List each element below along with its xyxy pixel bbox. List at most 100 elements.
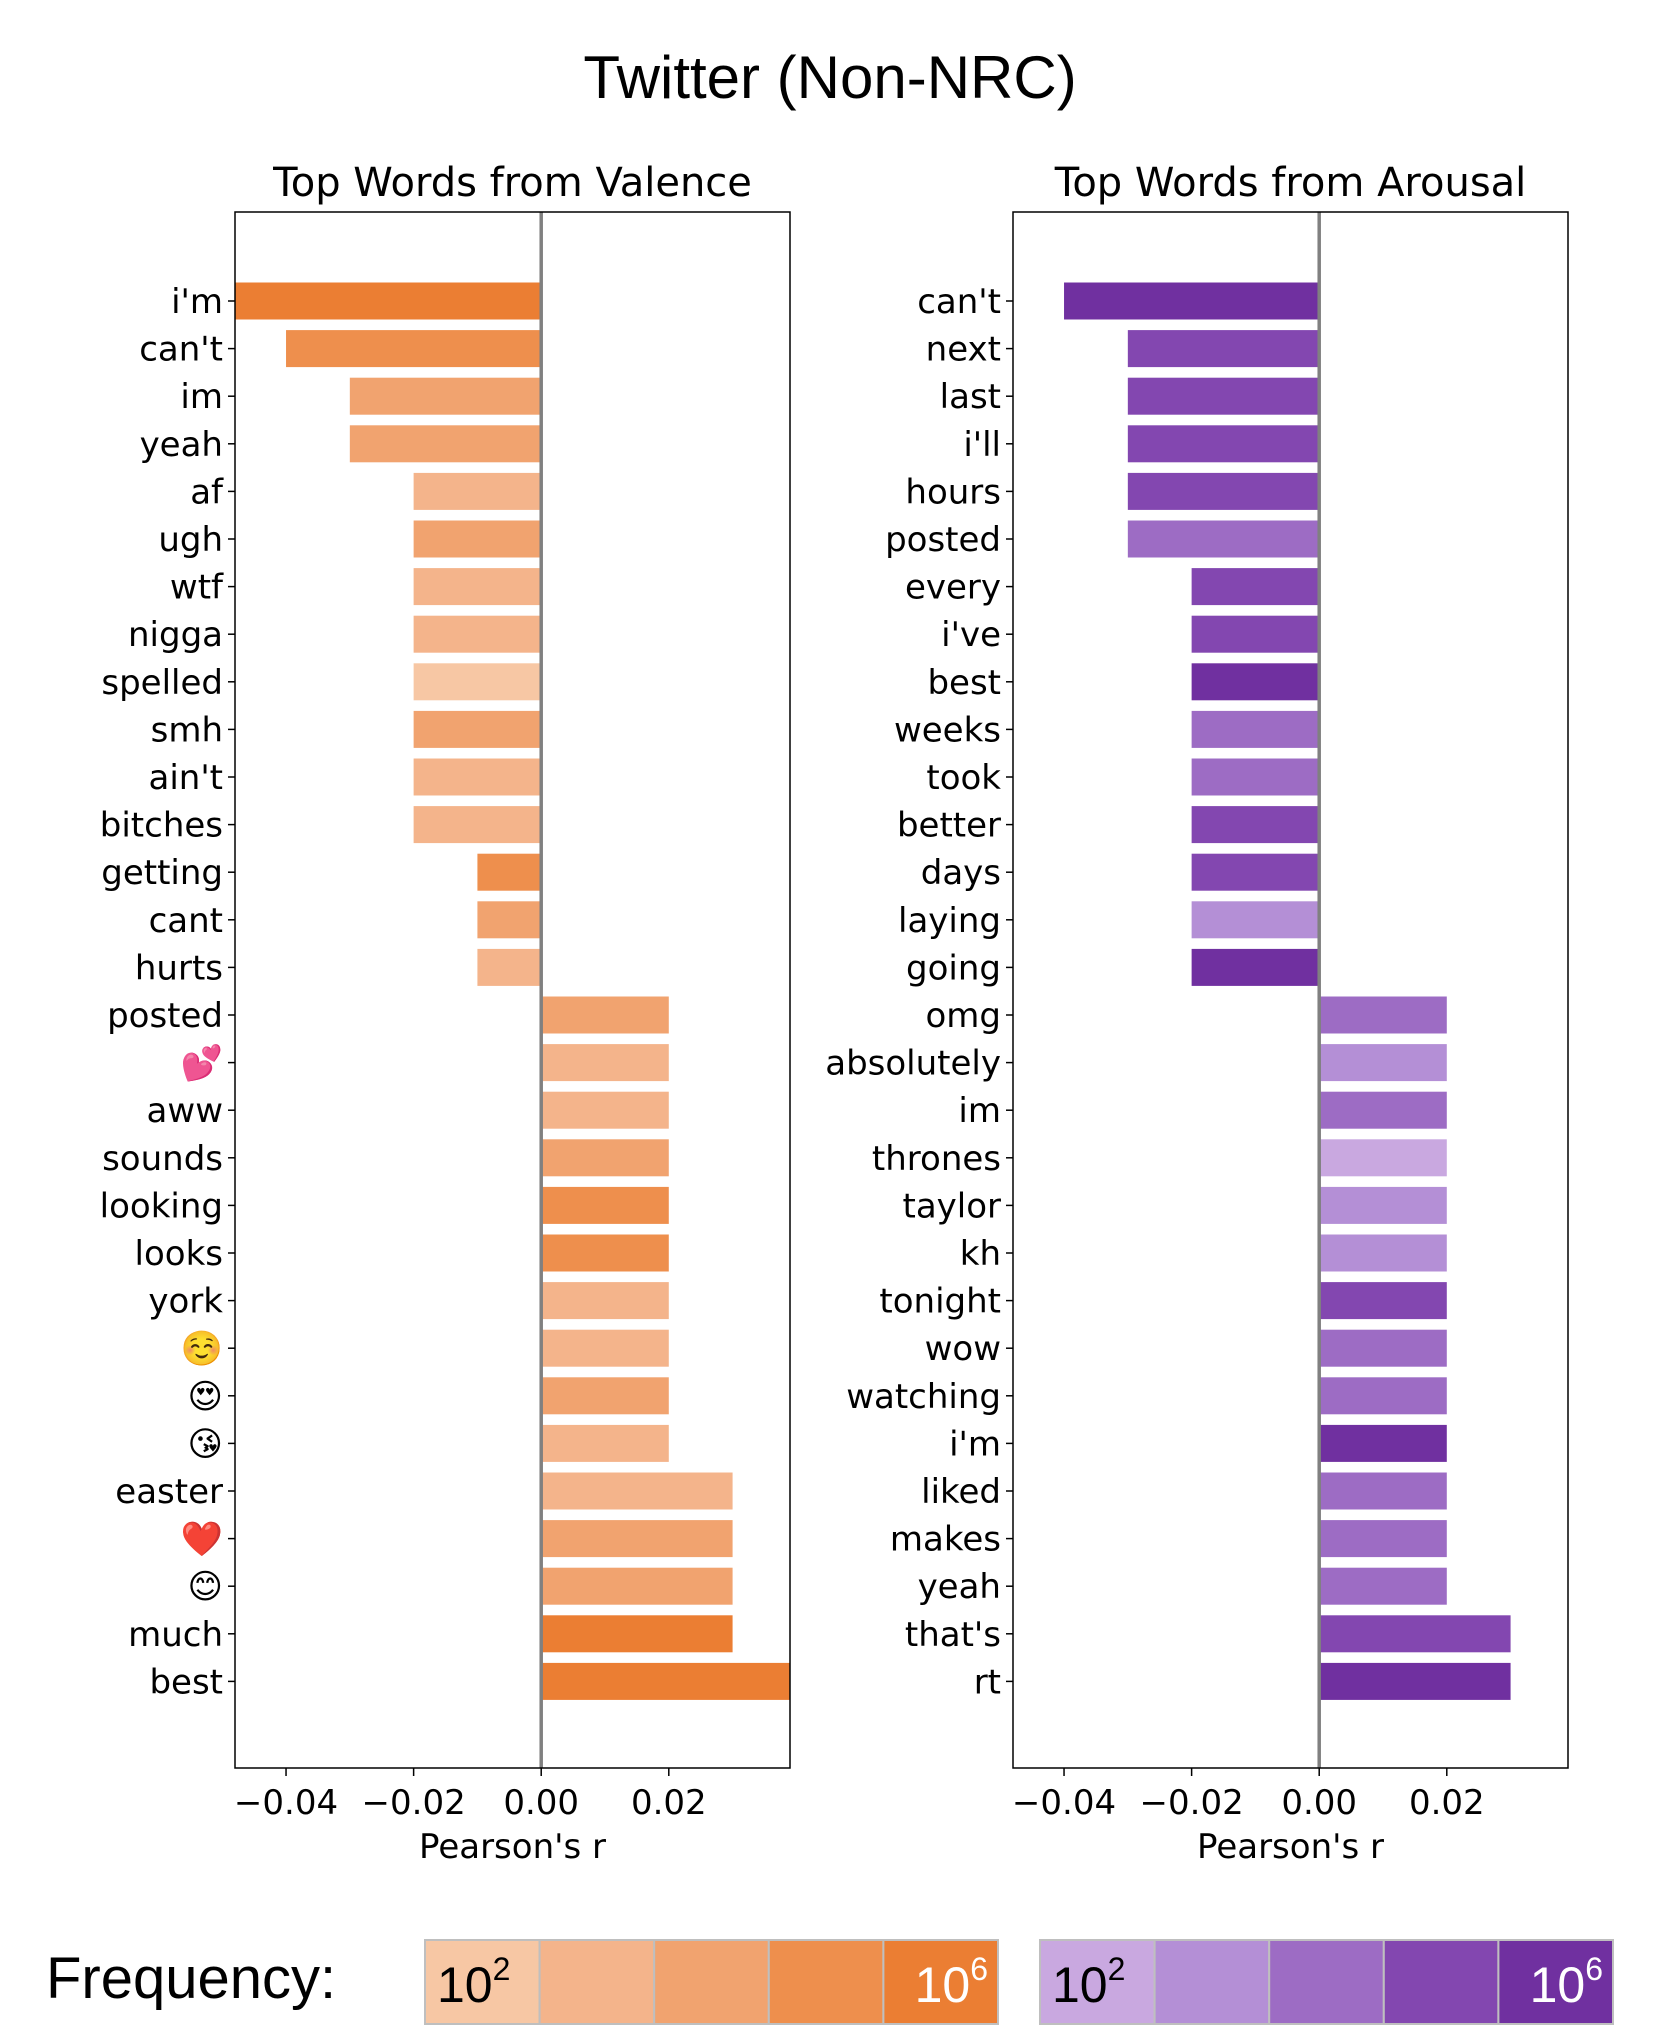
valence-bar: [286, 330, 542, 368]
orange-frequency-legend: 102 106: [424, 1939, 1000, 2025]
valence-category-label: easter: [115, 1472, 223, 1512]
arousal-bar: [1319, 1662, 1511, 1700]
arousal-category-label: hours: [905, 472, 1001, 512]
arousal-category-label: posted: [885, 520, 1001, 560]
purple-frequency-legend: 102 106: [1039, 1939, 1615, 2025]
arousal-bar: [1319, 1234, 1447, 1272]
legend-low-label: 102: [437, 1951, 510, 2013]
arousal-xtick-label: −0.02: [1140, 1783, 1244, 1823]
valence-bar: [541, 1615, 733, 1653]
arousal-category-label: every: [905, 568, 1001, 608]
valence-category-label: cant: [149, 901, 223, 941]
legend-low-label: 102: [1052, 1951, 1125, 2013]
valence-category-label: ain't: [148, 758, 223, 798]
arousal-category-label: best: [927, 663, 1001, 703]
arousal-category-label: weeks: [894, 710, 1001, 750]
valence-bar: [477, 901, 542, 939]
valence-category-label: ☺️: [181, 1329, 223, 1369]
arousal-bar: [1191, 710, 1320, 748]
legend-swatch: [653, 1939, 770, 2025]
arousal-xtick-label: −0.04: [1012, 1783, 1116, 1823]
arousal-xtick-label: 0.02: [1409, 1783, 1485, 1823]
arousal-category-label: laying: [898, 901, 1001, 941]
legend-swatch: [1382, 1939, 1500, 2025]
arousal-bar: [1319, 1472, 1447, 1510]
valence-category-label: im: [180, 377, 223, 417]
arousal-bar: [1191, 663, 1320, 701]
arousal-category-label: rt: [974, 1662, 1001, 1702]
valence-bar: [413, 806, 542, 844]
legend-swatch: [1497, 1939, 1615, 2025]
valence-category-label: spelled: [101, 663, 223, 703]
valence-category-label: can't: [139, 330, 223, 370]
valence-category-label: nigga: [128, 615, 223, 655]
arousal-bar: [1319, 1329, 1447, 1367]
arousal-bar: [1319, 1186, 1447, 1224]
legend-swatch: [882, 1939, 1000, 2025]
legend-high-label: 106: [915, 1951, 988, 2013]
arousal-bar: [1319, 1424, 1447, 1462]
valence-bar: [541, 1186, 669, 1224]
arousal-bar: [1191, 806, 1320, 844]
arousal-category-label: i'll: [963, 425, 1001, 465]
arousal-category-label: watching: [846, 1377, 1001, 1417]
valence-bar: [541, 996, 669, 1034]
arousal-xtick-label: 0.00: [1281, 1783, 1357, 1823]
arousal-chart: Top Words from Arousal can't next last i'll h…: [825, 160, 1569, 1867]
valence-axes-frame: [234, 211, 791, 1769]
valence-category-label: af: [190, 472, 224, 512]
arousal-category-label: i've: [941, 615, 1001, 655]
valence-category-label: 😘: [188, 1424, 223, 1464]
arousal-bar: [1127, 425, 1320, 463]
arousal-category-label: tonight: [879, 1282, 1001, 1322]
legend-swatch: [767, 1939, 885, 2025]
legend-swatch: [1153, 1939, 1271, 2025]
valence-xtick-label: −0.04: [234, 1783, 338, 1823]
arousal-category-label: yeah: [918, 1567, 1001, 1607]
valence-bar: [541, 1282, 669, 1320]
arousal-xlabel: Pearson's r: [1197, 1827, 1384, 1867]
valence-category-label: 😍: [188, 1377, 223, 1417]
valence-bar: [235, 282, 542, 320]
valence-category-label: 😊: [188, 1567, 223, 1607]
arousal-category-label: that's: [905, 1615, 1001, 1655]
arousal-category-label: liked: [921, 1472, 1001, 1512]
arousal-category-label: thrones: [872, 1139, 1001, 1179]
frequency-label: Frequency:: [46, 1946, 336, 2011]
arousal-chart-title: Top Words from Arousal: [1054, 160, 1527, 206]
valence-bar: [541, 1139, 669, 1177]
valence-chart: Top Words from Valence i'm can't im yeah af ug…: [100, 160, 791, 1867]
legend-swatch: [1039, 1939, 1156, 2025]
arousal-bar: [1127, 377, 1320, 415]
valence-bar: [477, 853, 542, 891]
arousal-bar: [1319, 1615, 1511, 1653]
valence-category-label: ugh: [158, 520, 223, 560]
legend-high-label: 106: [1530, 1951, 1603, 2013]
valence-bar: [541, 1424, 669, 1462]
valence-bar: [477, 948, 542, 986]
arousal-bar: [1319, 1567, 1447, 1605]
valence-category-label: much: [128, 1615, 223, 1655]
valence-category-label: ❤️: [181, 1520, 224, 1560]
arousal-category-label: going: [906, 948, 1001, 988]
arousal-bar: [1127, 472, 1320, 510]
valence-xtick-label: 0.00: [503, 1783, 579, 1823]
valence-bar: [413, 615, 542, 653]
valence-bar: [541, 1091, 669, 1129]
valence-bar: [349, 425, 542, 463]
arousal-bar: [1064, 282, 1320, 320]
arousal-category-label: omg: [925, 996, 1001, 1036]
arousal-category-label: absolutely: [825, 1044, 1001, 1084]
valence-category-label: posted: [107, 996, 223, 1036]
arousal-bar: [1319, 1377, 1447, 1415]
arousal-category-label: took: [926, 758, 1001, 798]
arousal-category-label: better: [897, 806, 1001, 846]
arousal-category-label: days: [921, 853, 1001, 893]
legend-swatch: [538, 1939, 656, 2025]
valence-bar: [541, 1567, 733, 1605]
valence-bar: [413, 758, 542, 796]
valence-category-label: york: [148, 1282, 223, 1322]
arousal-category-label: next: [926, 330, 1001, 370]
valence-bar: [541, 1520, 733, 1558]
